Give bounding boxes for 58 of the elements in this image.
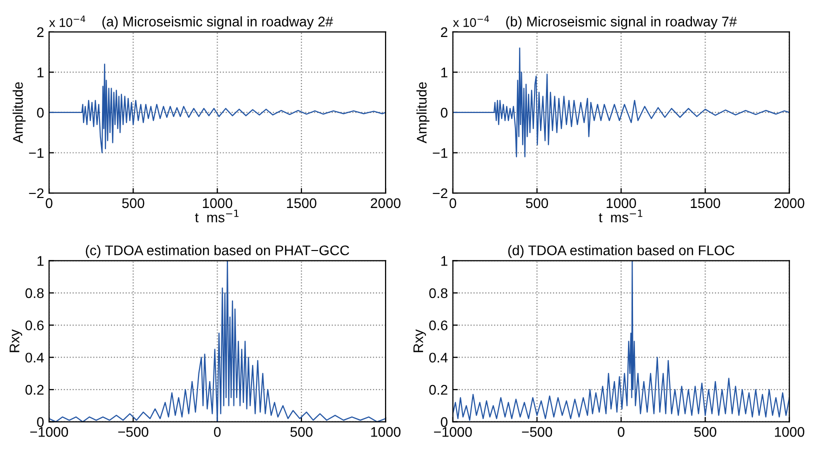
x-tick-label: 1500 bbox=[287, 198, 316, 208]
y-tick-label: 0.2 bbox=[25, 384, 44, 395]
x-tick-label: 1000 bbox=[202, 198, 232, 208]
chart-title: (c) TDOA estimation based on PHAT−GCC bbox=[86, 245, 350, 258]
y-axis-title: Rxy bbox=[10, 329, 22, 352]
chart-title: (d) TDOA estimation based on FLOC bbox=[508, 245, 734, 258]
y-tick-label: 1 bbox=[441, 68, 448, 78]
y-tick-label: 0.4 bbox=[429, 352, 448, 363]
y-tick-label: 0 bbox=[440, 108, 448, 118]
x-tick-label: −1000 bbox=[30, 427, 68, 437]
x-axis-title: t ms$^{−1}$ bbox=[195, 210, 238, 222]
y-tick-label: −2 bbox=[29, 188, 44, 198]
line-series bbox=[49, 260, 386, 422]
x-tick-label: −500 bbox=[522, 427, 552, 437]
x-tick-label: 2000 bbox=[774, 198, 804, 208]
y-tick-label: −1 bbox=[432, 148, 448, 158]
y-tick-label: 0.8 bbox=[25, 288, 44, 298]
y-tick-label: −1 bbox=[29, 148, 44, 158]
y-tick-label: 0.2 bbox=[429, 384, 448, 395]
line-series bbox=[452, 260, 790, 421]
line-series bbox=[49, 64, 386, 154]
x-tick-label: −1000 bbox=[434, 427, 472, 437]
chart-title: (b) Microseismic signal in roadway 7# bbox=[506, 16, 737, 30]
x-tick-label: 0 bbox=[214, 427, 221, 437]
text: x 10$^{−4}$ bbox=[453, 16, 490, 27]
x-tick-label: 1000 bbox=[606, 198, 636, 208]
x-tick-label: 0 bbox=[618, 427, 624, 437]
y-axis-title: Amplitude bbox=[12, 82, 26, 144]
y-tick-label: 2 bbox=[440, 27, 448, 37]
y-tick-label: 0.6 bbox=[25, 320, 44, 330]
x-tick-label: 500 bbox=[526, 198, 548, 208]
x-tick-label: 500 bbox=[122, 198, 144, 208]
y-tick-label: 0.6 bbox=[429, 320, 448, 330]
y-tick-label: 0.4 bbox=[25, 352, 44, 363]
y-tick-label: 0.8 bbox=[429, 288, 448, 298]
y-axis-title: Rxy bbox=[413, 329, 426, 352]
y-tick-label: 2 bbox=[37, 27, 44, 37]
x-axis-title: t ms$^{−1}$ bbox=[598, 210, 642, 222]
x-tick-label: 1000 bbox=[774, 427, 804, 437]
x-tick-label: −500 bbox=[118, 427, 148, 437]
y-tick-label: 0 bbox=[37, 417, 44, 427]
y-tick-label: 1 bbox=[38, 68, 44, 78]
y-tick-label: 0 bbox=[440, 417, 448, 427]
y-tick-label: −2 bbox=[432, 188, 448, 198]
x-tick-label: 500 bbox=[694, 427, 716, 437]
y-tick-label: 1 bbox=[38, 256, 44, 266]
x-tick-label: 1000 bbox=[371, 427, 400, 437]
y-axis-title: Amplitude bbox=[416, 82, 430, 144]
chart-title: (a) Microseismic signal in roadway 2# bbox=[102, 16, 334, 30]
x-tick-label: 0 bbox=[450, 198, 456, 208]
line-series bbox=[452, 47, 790, 158]
x-tick-label: 0 bbox=[46, 198, 52, 208]
x-tick-label: 500 bbox=[290, 427, 312, 437]
y-tick-label: 0 bbox=[37, 108, 44, 118]
y-tick-label: 1 bbox=[441, 256, 448, 266]
text: x 10$^{−4}$ bbox=[49, 16, 86, 27]
x-tick-label: 1500 bbox=[690, 198, 720, 208]
x-tick-label: 2000 bbox=[370, 198, 400, 208]
